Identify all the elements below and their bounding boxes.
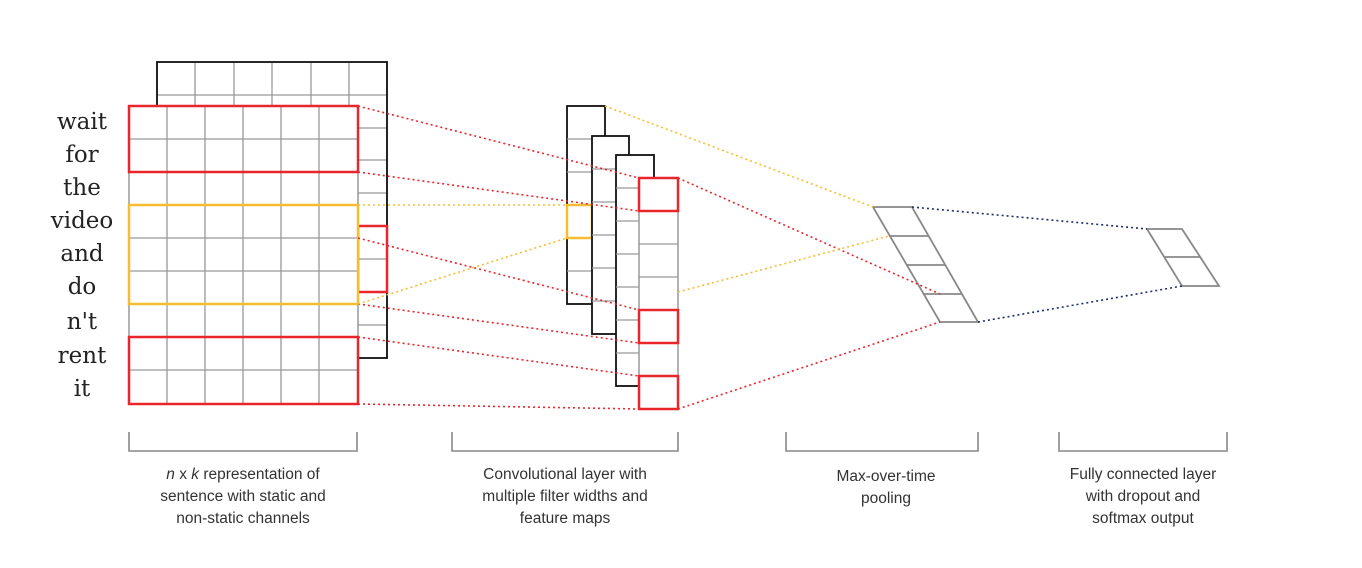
caption-fully-connected-line2: with dropout and xyxy=(1085,488,1201,505)
caption-convolution-line1: Convolutional layer with xyxy=(483,466,647,483)
red-feature-highlight xyxy=(637,374,680,411)
section-brackets xyxy=(128,432,1228,452)
softmax-output-vector xyxy=(1145,228,1221,287)
red-feature-highlight xyxy=(637,176,680,213)
red-connection-lines xyxy=(357,105,941,410)
caption-representation-line2: sentence with static and xyxy=(160,488,325,505)
red-filter-window-bottom xyxy=(127,335,360,406)
caption-representation-line1: n x k representation of xyxy=(166,466,320,483)
red-filter-window-top xyxy=(127,104,360,174)
feature-map-4 xyxy=(637,176,680,411)
caption-convolution-line3: feature maps xyxy=(520,510,611,527)
yellow-connection-lines xyxy=(357,105,890,305)
caption-pooling-line2: pooling xyxy=(861,490,911,507)
navy-connection-lines xyxy=(911,206,1183,323)
caption-representation-line3: non-static channels xyxy=(176,510,310,527)
max-pooling-vector xyxy=(871,206,980,323)
word: do xyxy=(68,274,97,300)
word: rent xyxy=(58,343,107,369)
word: video xyxy=(50,208,114,234)
caption-fully-connected-line3: softmax output xyxy=(1092,510,1194,527)
word: and xyxy=(60,241,104,267)
caption-fully-connected-line1: Fully connected layer xyxy=(1070,466,1216,483)
yellow-filter-window xyxy=(127,203,360,306)
red-feature-highlight xyxy=(637,308,680,345)
word: it xyxy=(74,376,91,402)
caption-convolution-line2: multiple filter widths and xyxy=(482,488,647,505)
word: the xyxy=(63,175,101,201)
caption-pooling-line1: Max-over-time xyxy=(836,468,935,485)
sentence-words: wait for the video and do n't rent it xyxy=(50,109,114,402)
word: wait xyxy=(57,109,108,135)
sentence-matrix xyxy=(127,104,360,406)
word: for xyxy=(65,142,98,168)
word: n't xyxy=(67,309,98,335)
